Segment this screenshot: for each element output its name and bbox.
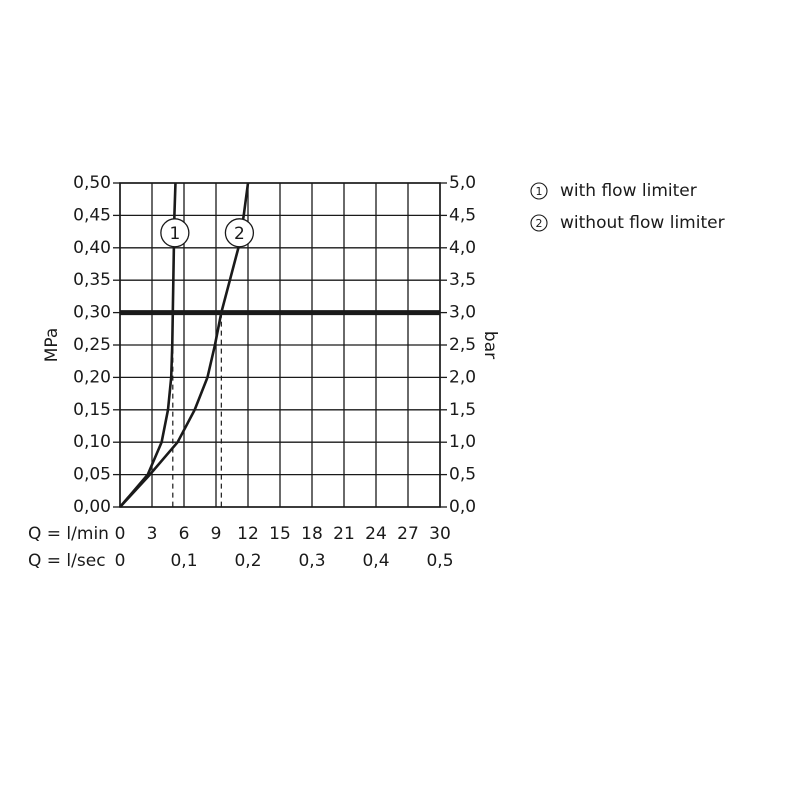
y2-tick-label: 5,0 (449, 173, 476, 193)
curve-marker-label: 2 (234, 224, 245, 244)
legend-marker (530, 214, 548, 232)
y-tick-label: 0,05 (73, 465, 111, 485)
x-tick-label: 21 (333, 524, 355, 544)
legend-label: with flow limiter (560, 181, 697, 201)
y2-tick-label: 3,5 (449, 270, 476, 290)
y-tick-label: 0,40 (73, 238, 111, 258)
legend-marker (530, 182, 548, 200)
legend-marker-label: 2 (536, 217, 543, 230)
x-tick-label: 12 (237, 524, 259, 544)
y2-tick-label: 4,5 (449, 205, 476, 225)
y2-tick-label: 1,0 (449, 432, 476, 452)
y-tick-label: 0,20 (73, 367, 111, 387)
x2-tick-label: 0 (115, 551, 126, 571)
y2-tick-label: 0,5 (449, 465, 476, 485)
y2-tick-label: 0,0 (449, 497, 476, 517)
y2-tick-label: 2,0 (449, 367, 476, 387)
y-tick-label: 0,50 (73, 173, 111, 193)
y2-tick-label: 2,5 (449, 335, 476, 355)
y-tick-label: 0,35 (73, 270, 111, 290)
curve-marker (224, 218, 255, 248)
x-tick-label: 9 (211, 524, 222, 544)
y-tick-label: 0,15 (73, 400, 111, 420)
x-tick-label: 27 (397, 524, 419, 544)
y-tick-label: 0,25 (73, 335, 111, 355)
x-tick-label: 24 (365, 524, 387, 544)
x2-axis-label: Q = l/sec (28, 551, 106, 571)
x-tick-label: 6 (179, 524, 190, 544)
x-tick-label: 30 (429, 524, 451, 544)
x-tick-label: 0 (115, 524, 126, 544)
x-tick-label: 18 (301, 524, 323, 544)
y-axis-label: MPa (42, 328, 62, 363)
y2-tick-label: 3,0 (449, 303, 476, 323)
y2-tick-label: 1,5 (449, 400, 476, 420)
curve-marker-label: 1 (169, 224, 180, 244)
x2-tick-label: 0,1 (170, 551, 197, 571)
x2-tick-label: 0,2 (234, 551, 261, 571)
x2-tick-label: 0,4 (362, 551, 389, 571)
legend-marker-label: 1 (536, 185, 543, 198)
x-tick-label: 15 (269, 524, 291, 544)
y-tick-label: 0,45 (73, 205, 111, 225)
x-tick-label: 3 (147, 524, 158, 544)
y-tick-label: 0,30 (73, 303, 111, 323)
y2-axis-label: bar (480, 331, 500, 359)
y2-tick-label: 4,0 (449, 238, 476, 258)
x-axis-label: Q = l/min (28, 524, 109, 544)
legend-label: without flow limiter (560, 213, 725, 233)
x2-tick-label: 0,3 (298, 551, 325, 571)
curve-marker (160, 218, 190, 248)
y-tick-label: 0,00 (73, 497, 111, 517)
x2-tick-label: 0,5 (426, 551, 453, 571)
plot-border (119, 182, 441, 508)
y-tick-label: 0,10 (73, 432, 111, 452)
